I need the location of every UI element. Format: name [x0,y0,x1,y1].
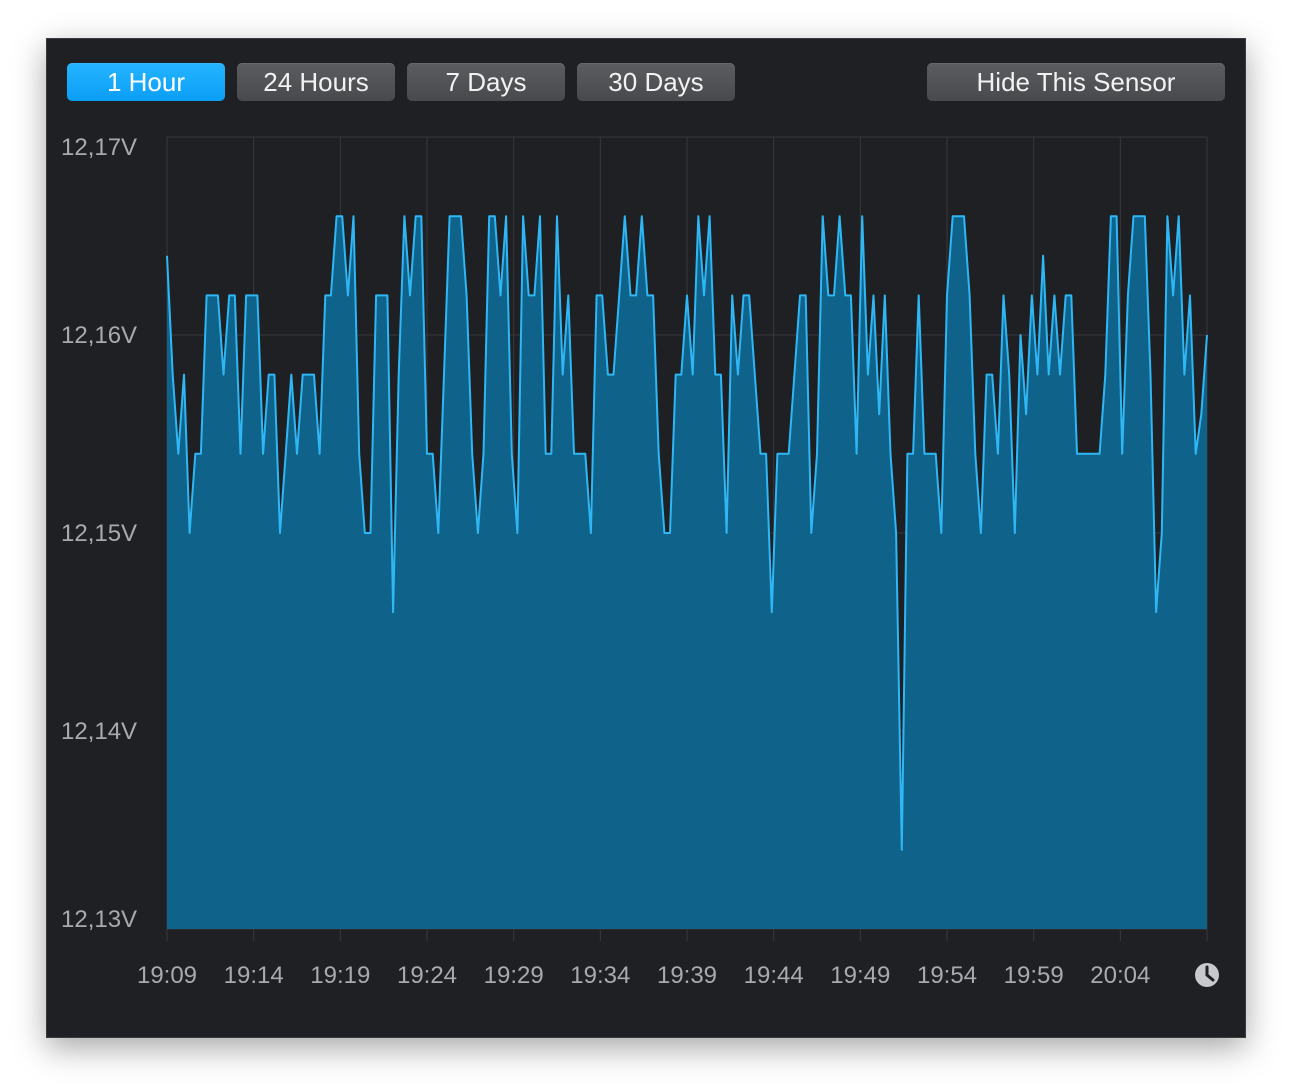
x-tick-label: 19:09 [137,962,197,989]
range-button-7-days[interactable]: 7 Days [407,63,565,101]
y-tick-label: 12,17V [61,134,137,161]
y-axis: 12,17V 12,16V 12,15V 12,14V 12,13V [61,134,137,933]
hide-sensor-button[interactable]: Hide This Sensor [927,63,1225,101]
x-tick-label: 19:14 [224,962,284,989]
y-tick-label: 12,13V [61,906,137,933]
x-tick-label: 19:39 [657,962,717,989]
x-tick-label: 19:34 [570,962,630,989]
x-tick-label: 19:54 [917,962,977,989]
y-tick-label: 12,16V [61,322,137,349]
range-button-24-hours[interactable]: 24 Hours [237,63,395,101]
range-button-30-days[interactable]: 30 Days [577,63,735,101]
x-tick-label: 19:24 [397,962,457,989]
y-tick-label: 12,14V [61,718,137,745]
clock-icon[interactable] [1195,963,1219,987]
voltage-line [166,215,1208,851]
x-axis: 19:09 19:14 19:19 19:24 19:29 19:34 19:39 19:44… [137,962,1150,989]
sensor-panel: 1 Hour 24 Hours 7 Days 30 Days Hide This… [46,38,1246,1038]
x-tick-label: 19:49 [830,962,890,989]
x-tick-label: 19:29 [484,962,544,989]
voltage-area-fill [167,216,1207,929]
x-tick-label: 19:44 [744,962,804,989]
y-tick-label: 12,15V [61,520,137,547]
range-button-1-hour[interactable]: 1 Hour [67,63,225,101]
x-tick-label: 19:19 [310,962,370,989]
x-tick-label: 20:04 [1090,962,1150,989]
voltage-chart: 12,17V 12,16V 12,15V 12,14V 12,13V 19:09 19:1… [61,134,1219,989]
x-tick-label: 19:59 [1004,962,1064,989]
